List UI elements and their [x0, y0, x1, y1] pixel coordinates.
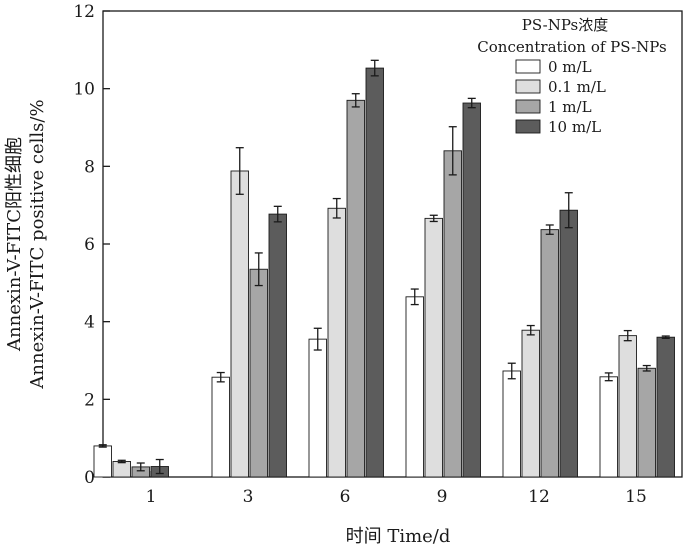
- bar-0-1-m-L-day-6: [327, 207, 346, 478]
- x-tick-label-15: 15: [625, 487, 647, 507]
- legend-label-1: 0.1 m/L: [548, 78, 606, 96]
- y-tick-label-12: 12: [73, 2, 95, 22]
- bar-1-m-L-day-3: [249, 268, 268, 478]
- legend-swatch-1: [515, 79, 541, 94]
- legend: PS-NPs浓度 Concentration of PS-NPs 0 m/L 0.…: [477, 16, 666, 136]
- bar-0-m-L-day-6: [308, 338, 327, 478]
- x-tick-label-6: 6: [340, 487, 351, 507]
- x-tick-label-1: 1: [146, 487, 157, 507]
- bar-10-m-L-day-15: [656, 336, 675, 478]
- y-tick-label-8: 8: [84, 157, 95, 177]
- y-tick-label-0: 0: [84, 468, 95, 488]
- bar-1-m-L-day-12: [540, 229, 559, 478]
- legend-title-line1: PS-NPs浓度: [522, 16, 609, 34]
- bar-0-m-L-day-9: [405, 296, 424, 478]
- bar-0-1-m-L-day-12: [521, 329, 540, 478]
- legend-swatch-0: [515, 59, 541, 74]
- bar-0-1-m-L-day-1: [112, 461, 131, 478]
- bar-0-1-m-L-day-3: [230, 170, 249, 478]
- legend-label-0: 0 m/L: [548, 58, 592, 76]
- bar-10-m-L-day-6: [365, 67, 384, 478]
- legend-label-3: 10 m/L: [548, 118, 601, 136]
- x-tick-label-9: 9: [437, 487, 448, 507]
- x-axis-title: 时间 Time/d: [346, 526, 451, 547]
- bar-1-m-L-day-9: [443, 150, 462, 478]
- y-axis-title-line1: Annexin-V-FITC阳性细胞: [4, 137, 25, 352]
- x-tick-label-3: 3: [243, 487, 254, 507]
- y-tick-label-2: 2: [84, 390, 95, 410]
- bar-10-m-L-day-9: [462, 102, 481, 478]
- bar-10-m-L-day-12: [559, 209, 578, 478]
- bar-0-m-L-day-15: [599, 376, 618, 478]
- bar-0-m-L-day-1: [93, 445, 112, 478]
- bar-0-1-m-L-day-15: [618, 335, 637, 478]
- y-tick-label-10: 10: [73, 80, 95, 100]
- y-tick-label-4: 4: [84, 313, 95, 333]
- bar-1-m-L-day-15: [637, 367, 656, 478]
- x-tick-label-12: 12: [528, 487, 550, 507]
- bar-0-1-m-L-day-9: [424, 217, 443, 478]
- legend-swatch-2: [515, 99, 541, 114]
- plot-area: 0 2 4 6 8 10 12 1 3 6 9 12 15: [73, 2, 683, 507]
- bar-0-m-L-day-3: [211, 376, 230, 478]
- y-tick-label-6: 6: [84, 235, 95, 255]
- legend-swatch-3: [515, 119, 541, 134]
- legend-title-line2: Concentration of PS-NPs: [477, 38, 666, 56]
- bar-1-m-L-day-6: [346, 99, 365, 478]
- y-axis-title-line2: Annexin-V-FITC positive cells/%: [27, 99, 48, 389]
- bar-0-m-L-day-12: [502, 370, 521, 478]
- bar-10-m-L-day-3: [268, 213, 287, 478]
- legend-label-2: 1 m/L: [548, 98, 592, 116]
